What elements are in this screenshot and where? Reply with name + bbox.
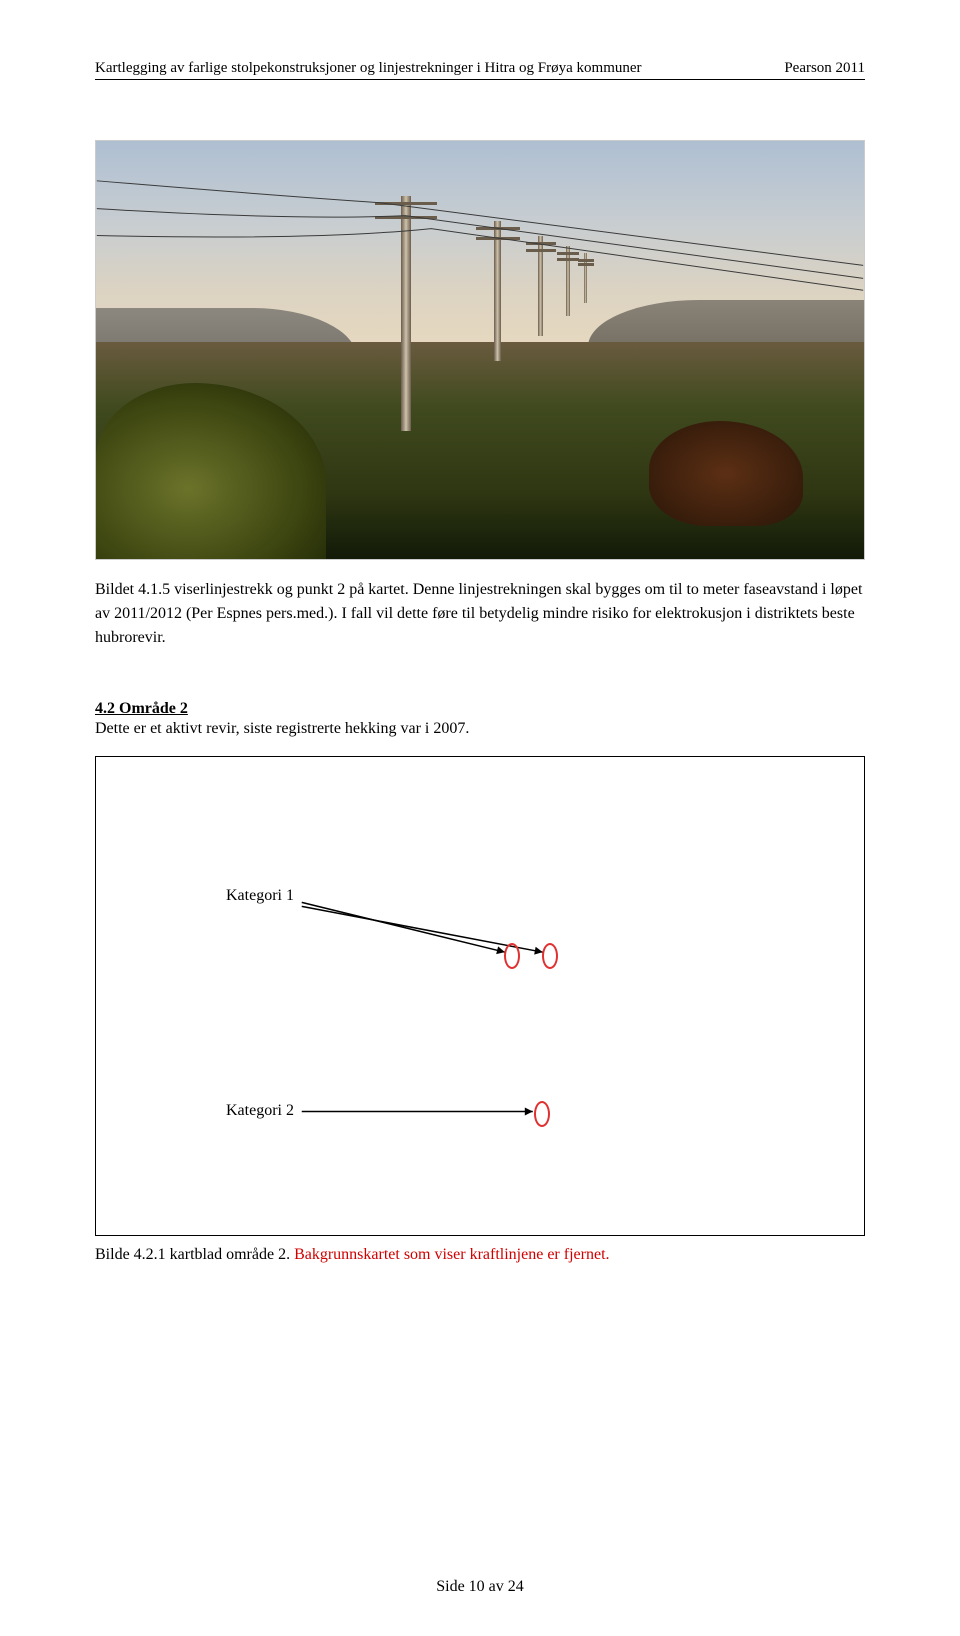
photo-crossarm	[526, 242, 556, 245]
photo-pole	[494, 221, 501, 361]
photo-crossarm	[557, 258, 579, 261]
photo-crossarm	[526, 249, 556, 252]
photo-crossarm	[375, 216, 437, 219]
section-body: Dette er et aktivt revir, siste registre…	[95, 720, 865, 738]
page-header: Kartlegging av farlige stolpekonstruksjo…	[95, 60, 865, 80]
map-label-kategori-2: Kategori 2	[226, 1102, 294, 1120]
header-right: Pearson 2011	[784, 60, 865, 77]
map-label-kategori-1: Kategori 1	[226, 887, 294, 905]
page-footer: Side 10 av 24	[0, 1578, 960, 1596]
photo-crossarm	[578, 259, 594, 262]
photo-caption: Bildet 4.1.5 viserlinjestrekk og punkt 2…	[95, 578, 865, 650]
photo-crossarm	[557, 252, 579, 255]
section-heading: 4.2 Område 2	[95, 700, 865, 718]
photo-crossarm	[476, 227, 520, 230]
map-figure: Kategori 1 Kategori 2	[95, 756, 865, 1236]
photo-crossarm	[375, 202, 437, 205]
photo-pole	[401, 196, 411, 431]
figure-photo	[95, 140, 865, 560]
photo-pole	[566, 246, 570, 316]
photo-crossarm	[578, 263, 594, 266]
header-left: Kartlegging av farlige stolpekonstruksjo…	[95, 60, 642, 77]
map-caption-red: Bakgrunnskartet som viser kraftlinjene e…	[290, 1246, 609, 1263]
photo-crossarm	[476, 237, 520, 240]
map-caption: Bilde 4.2.1 kartblad område 2. Bakgrunns…	[95, 1246, 865, 1264]
map-marker-ellipse	[542, 943, 558, 969]
map-lines	[96, 757, 864, 1235]
map-marker-ellipse	[534, 1101, 550, 1127]
map-marker-ellipse	[504, 943, 520, 969]
map-caption-plain: Bilde 4.2.1 kartblad område 2.	[95, 1246, 290, 1263]
